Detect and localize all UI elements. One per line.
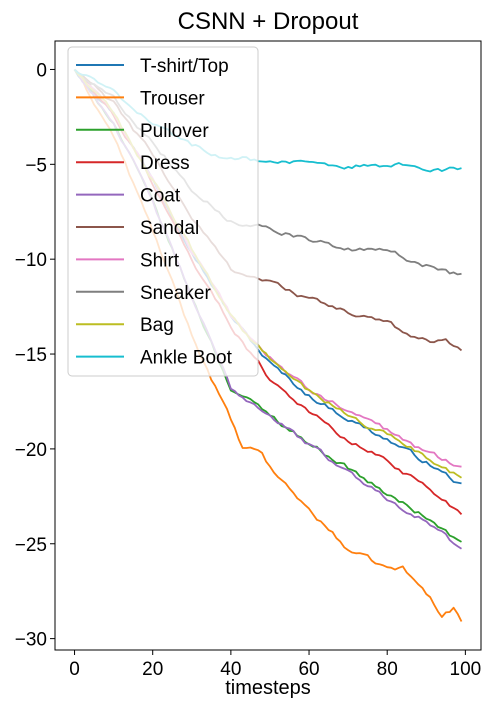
x-tick-label: 40 bbox=[220, 659, 241, 680]
plot-frame bbox=[54, 40, 482, 651]
x-tick-label: 100 bbox=[450, 659, 482, 680]
legend-label: Dress bbox=[140, 153, 190, 174]
legend-label: Pullover bbox=[140, 121, 209, 142]
y-tick-label: 0 bbox=[36, 60, 47, 81]
y-tick-label: −30 bbox=[15, 630, 47, 651]
chart-title: CSNN + Dropout bbox=[178, 8, 359, 35]
x-tick-label: 0 bbox=[69, 659, 80, 680]
legend-label: Bag bbox=[140, 315, 174, 336]
y-tick-label: −5 bbox=[25, 155, 47, 176]
legend-label: Trouser bbox=[140, 88, 205, 109]
y-axis: 0 −5 −10 −15 −20 −25 −30 bbox=[15, 60, 55, 651]
x-tick-label: 60 bbox=[298, 659, 319, 680]
y-tick-label: −10 bbox=[15, 250, 47, 271]
legend: T-shirt/Top Trouser Pullover Dress Coat Sanda… bbox=[67, 46, 259, 377]
x-tick-label: 20 bbox=[142, 659, 163, 680]
y-tick-label: −15 bbox=[15, 345, 47, 366]
legend-label: Sandal bbox=[140, 218, 199, 239]
legend-label: T-shirt/Top bbox=[140, 56, 229, 77]
legend-label: Coat bbox=[140, 186, 181, 207]
legend-label: Shirt bbox=[140, 250, 180, 271]
x-axis: 0 20 40 60 80 100 bbox=[69, 650, 481, 680]
y-tick-label: −20 bbox=[15, 440, 47, 461]
y-tick-label: −25 bbox=[15, 535, 47, 556]
legend-label: Sneaker bbox=[140, 283, 211, 304]
legend-label: Ankle Boot bbox=[140, 348, 233, 369]
x-axis-label: timesteps bbox=[225, 677, 311, 699]
x-tick-label: 80 bbox=[377, 659, 398, 680]
